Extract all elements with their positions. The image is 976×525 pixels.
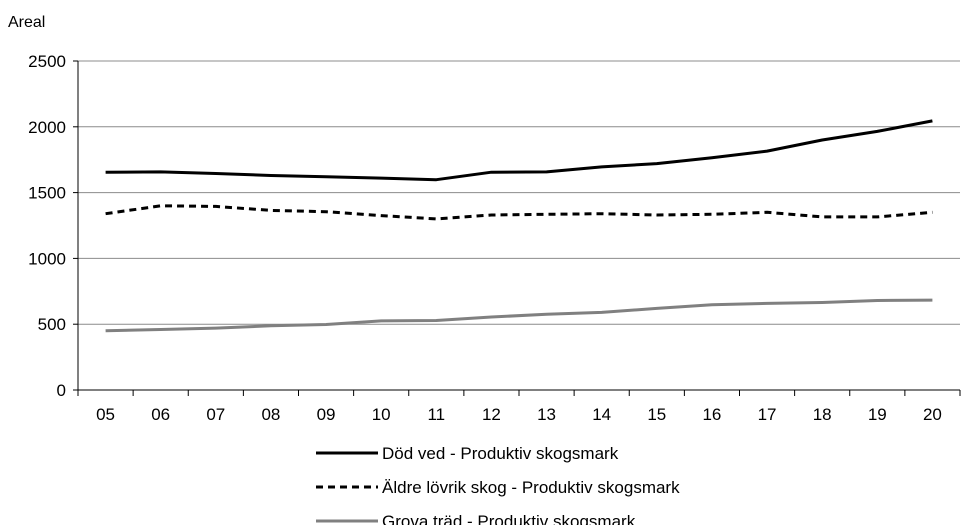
y-tick-label: 500 bbox=[38, 315, 66, 334]
series-line-1 bbox=[105, 119, 933, 182]
y-tick-label: 1500 bbox=[28, 184, 66, 203]
series-line-2 bbox=[105, 204, 933, 221]
x-tick-label: 17 bbox=[758, 405, 777, 424]
y-tick-label: 2500 bbox=[28, 52, 66, 71]
x-tick-label: 18 bbox=[813, 405, 832, 424]
x-tick-label: 19 bbox=[868, 405, 887, 424]
y-tick-label: 2000 bbox=[28, 118, 66, 137]
x-tick-label: 10 bbox=[372, 405, 391, 424]
legend-label-3: Grova träd - Produktiv skogsmark bbox=[382, 512, 636, 525]
x-tick-label: 15 bbox=[647, 405, 666, 424]
x-tick-label: 11 bbox=[427, 405, 445, 424]
legend-label-1: Död ved - Produktiv skogsmark bbox=[382, 444, 619, 463]
legend: Död ved - Produktiv skogsmark Äldre lövri… bbox=[316, 444, 680, 525]
x-tick-label: 08 bbox=[261, 405, 280, 424]
x-tick-label: 07 bbox=[206, 405, 225, 424]
x-tick-label: 16 bbox=[702, 405, 721, 424]
x-tick-label: 13 bbox=[537, 405, 556, 424]
x-tick-label: 09 bbox=[317, 405, 336, 424]
x-tick-label: 12 bbox=[482, 405, 501, 424]
x-tick-label: 06 bbox=[151, 405, 170, 424]
y-tick-label: 0 bbox=[57, 381, 66, 400]
gridlines bbox=[78, 60, 960, 325]
series-line-3 bbox=[105, 298, 933, 333]
x-tick-label: 05 bbox=[96, 405, 115, 424]
y-tick-label: 1000 bbox=[28, 249, 66, 268]
legend-label-2: Äldre lövrik skog - Produktiv skogsmark bbox=[382, 478, 680, 497]
axes: 0 500 1000 1500 2000 2500 05 06 07 08 09 10 11 12 13 14… bbox=[28, 52, 961, 424]
series-layer bbox=[105, 119, 933, 333]
y-axis-title: Areal bbox=[8, 14, 45, 31]
x-tick-label: 20 bbox=[923, 405, 942, 424]
x-tick-label: 14 bbox=[592, 405, 611, 424]
